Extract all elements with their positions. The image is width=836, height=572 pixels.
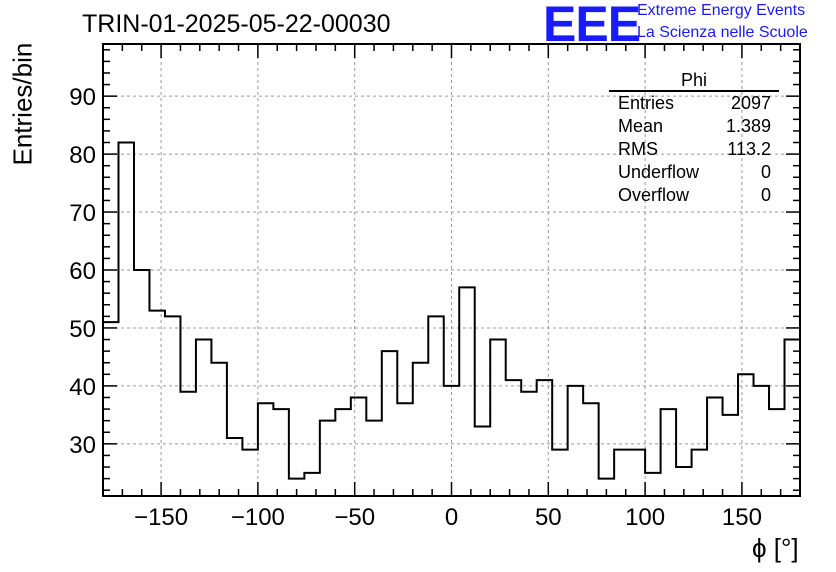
histogram-bin	[661, 409, 676, 496]
histogram-bin	[258, 403, 273, 496]
histogram-bin	[413, 363, 428, 496]
histogram-bin	[614, 450, 629, 496]
stat-value: 1.389	[725, 116, 771, 136]
histogram-bin	[785, 340, 800, 496]
x-tick-label: 100	[625, 504, 665, 531]
stat-value: 0	[760, 162, 771, 182]
stat-value: 0	[760, 185, 771, 205]
histogram-bin	[242, 450, 257, 496]
histogram-bin	[769, 409, 784, 496]
histogram-bin	[397, 403, 412, 496]
histogram-bin	[149, 311, 164, 496]
histogram-bin	[118, 143, 133, 496]
histogram-bin	[506, 380, 521, 496]
x-axis-label: ϕ [°]	[752, 533, 799, 563]
plot-frame	[102, 43, 801, 497]
y-tick-label: 40	[69, 374, 96, 401]
y-tick-label: 30	[69, 432, 96, 459]
histogram-bin	[599, 479, 614, 496]
histogram-bin	[211, 363, 226, 496]
histogram-bin	[351, 397, 366, 496]
histogram-bin	[521, 392, 536, 496]
stat-name: Mean	[618, 116, 664, 136]
x-tick-label: −100	[231, 504, 285, 531]
stat-name: Entries	[618, 93, 675, 113]
histogram-bin	[366, 421, 381, 496]
y-tick-label: 90	[69, 84, 96, 111]
y-tick-label: 60	[69, 258, 96, 285]
histogram-bin	[196, 340, 211, 496]
histogram-title: TRIN-01-2025-05-22-00030	[82, 10, 391, 38]
histogram-bin	[382, 351, 397, 496]
stats-box: Phi Entries 2097 Mean 1.389 RMS 113.2 Un…	[609, 70, 779, 207]
histogram-bin	[676, 467, 691, 496]
histogram-bin	[707, 397, 722, 496]
histogram-bin	[568, 386, 583, 496]
histogram-bin	[304, 473, 319, 496]
histogram-bin	[645, 473, 660, 496]
histogram-bin	[692, 450, 707, 496]
histogram-bin	[537, 380, 552, 496]
histogram-bin	[103, 322, 118, 496]
axis-ticks	[103, 44, 800, 496]
eee-logo: EEE	[543, 0, 641, 52]
x-tick-label: 50	[535, 504, 562, 531]
logo-line-2: La Scienza nelle Scuole	[637, 24, 808, 41]
stat-row-overflow: Overflow 0	[609, 184, 779, 207]
stat-name: Overflow	[618, 185, 690, 205]
histogram-series	[103, 141, 801, 496]
histogram-bin	[583, 403, 598, 496]
histogram-bin	[552, 450, 567, 496]
logo-line-1: Extreme Energy Events	[637, 2, 806, 19]
histogram-bin	[754, 386, 769, 496]
tick-labels: −150 −100 −50 0 50 100 150 30 40 50 60 70 80 90	[69, 84, 762, 531]
histogram-bin	[490, 340, 505, 496]
stat-name: Underflow	[618, 162, 700, 182]
histogram-bin	[134, 270, 149, 496]
stat-value: 2097	[730, 93, 771, 113]
histogram-bin	[227, 438, 242, 496]
x-tick-label: −150	[134, 504, 188, 531]
x-tick-label: 150	[722, 504, 762, 531]
y-axis-label: Entries/bin	[7, 42, 38, 166]
stat-row-rms: RMS 113.2	[609, 138, 779, 161]
y-tick-label: 80	[69, 142, 96, 169]
stat-row-underflow: Underflow 0	[609, 161, 779, 184]
histogram-bin	[165, 316, 180, 496]
histogram-bin	[320, 421, 335, 496]
stat-name: RMS	[618, 139, 658, 159]
histogram-bin	[180, 392, 195, 496]
histogram-bin	[428, 316, 443, 496]
histogram-bin	[738, 374, 753, 496]
x-tick-label: −50	[334, 504, 375, 531]
histogram-bin	[475, 426, 490, 496]
x-tick-label: 0	[445, 504, 458, 531]
histogram-outline	[103, 141, 801, 480]
stat-value: 113.2	[727, 139, 771, 159]
stat-row-mean: Mean 1.389	[609, 115, 779, 138]
histogram-bin	[273, 409, 288, 496]
histogram-bin	[335, 409, 350, 496]
histogram-bin	[444, 386, 459, 496]
stat-row-entries: Entries 2097	[609, 92, 779, 115]
y-tick-label: 70	[69, 200, 96, 227]
histogram-bin	[459, 287, 474, 496]
y-tick-label: 50	[69, 316, 96, 343]
histogram-bin	[723, 415, 738, 496]
histogram-bin	[630, 450, 645, 496]
stats-title: Phi	[609, 70, 779, 92]
histogram-bin	[289, 479, 304, 496]
